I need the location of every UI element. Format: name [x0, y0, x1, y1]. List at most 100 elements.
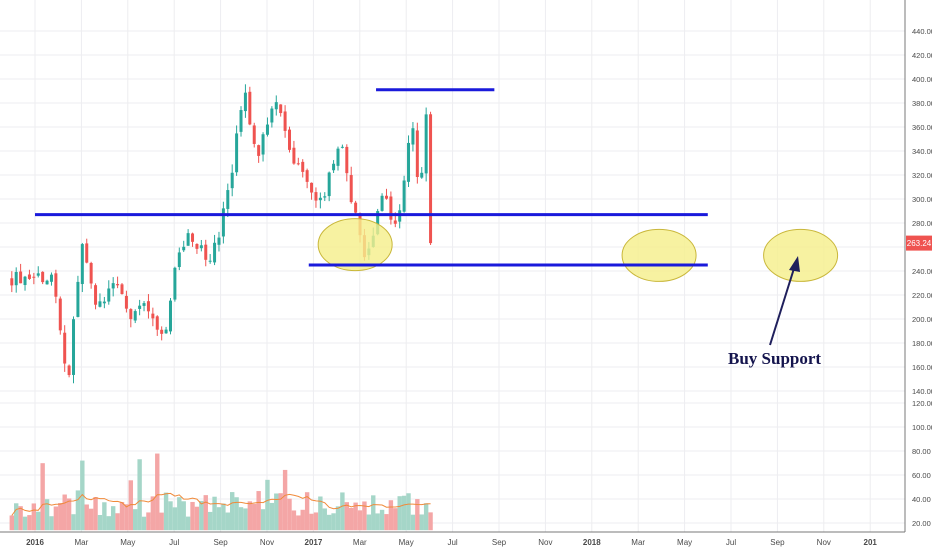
volume-bar	[344, 502, 350, 531]
volume-bar	[84, 504, 89, 531]
y-axis-tick-label: 440.00	[912, 27, 932, 36]
support-highlight-ellipse	[763, 228, 839, 282]
y-axis-tick-label: 420.00	[912, 51, 932, 60]
volume-bar	[388, 500, 394, 531]
price-candle-body	[318, 197, 322, 201]
level-lines	[35, 88, 708, 267]
volume-bar	[349, 507, 354, 531]
price-candle-body	[243, 92, 247, 112]
price-candle-body	[323, 196, 327, 198]
x-axis-tick-label: 201	[864, 538, 878, 547]
volume-bar	[379, 509, 385, 531]
volume-bar	[124, 504, 129, 531]
y-axis-background	[905, 0, 932, 532]
price-candle-body	[94, 285, 98, 305]
price-candle-body	[429, 114, 433, 244]
price-candle-body	[67, 365, 71, 376]
volume-bar	[66, 498, 72, 531]
volume-bar	[296, 515, 301, 531]
volume-bar	[80, 460, 85, 531]
price-candle-body	[393, 220, 397, 224]
volume-bar	[230, 492, 235, 531]
price-candle-body	[411, 128, 415, 145]
y-axis-tick-label: 120.00	[912, 399, 932, 408]
volume-bar	[49, 516, 54, 531]
price-candle-body	[310, 182, 314, 193]
volume-bar	[252, 503, 257, 531]
price-candle-body	[380, 195, 384, 211]
price-candle-body	[111, 283, 115, 289]
volume-bar	[44, 499, 50, 531]
price-candle-body	[133, 311, 137, 321]
y-axis-tick-label: 60.00	[912, 471, 931, 480]
y-axis-tick-label: 180.00	[912, 339, 932, 348]
volume-bar	[397, 496, 402, 531]
volume-bar	[58, 502, 63, 531]
volume-bar	[199, 500, 204, 531]
annotation-buy-support: Buy Support	[728, 349, 821, 368]
volume-bar	[304, 492, 310, 531]
price-candle-body	[116, 284, 120, 286]
volume-bar	[75, 490, 81, 531]
volume-bar	[247, 501, 253, 531]
y-axis-tick-label: 380.00	[912, 99, 932, 108]
y-axis-tick-label: 160.00	[912, 363, 932, 372]
volume-bar	[322, 508, 327, 531]
volume-bar	[326, 514, 332, 531]
price-candle-body	[186, 233, 190, 246]
volume-bar	[419, 514, 424, 531]
price-candle-body	[235, 133, 239, 173]
volume-bar	[185, 516, 191, 531]
volume-bar	[423, 503, 429, 531]
volume-bar	[146, 512, 151, 531]
volume-bar	[357, 510, 363, 531]
volume-bar	[203, 495, 208, 531]
price-candle-body	[191, 233, 195, 242]
volume-bar	[375, 513, 380, 531]
price-candle-body	[270, 108, 274, 123]
volume-bar	[353, 502, 358, 531]
price-candle-body	[340, 146, 344, 148]
price-candle-body	[27, 274, 31, 279]
volume-bar	[309, 513, 314, 531]
volume-bar	[155, 453, 160, 531]
price-candle-body	[239, 110, 243, 132]
volume-bar	[190, 501, 195, 531]
y-axis-tick-label: 100.00	[912, 423, 932, 432]
volume-bar	[282, 469, 288, 531]
price-candle-body	[292, 147, 296, 164]
volume-bar	[40, 463, 45, 531]
price-candle-body	[146, 301, 150, 312]
price-candle-body	[120, 284, 124, 294]
price-candle-body	[327, 172, 331, 197]
volume-bar	[393, 508, 398, 531]
price-candle-body	[85, 243, 89, 263]
volume-bar	[36, 511, 41, 531]
support-highlight-ellipse	[621, 228, 697, 282]
last-price-label: 263.24	[907, 239, 932, 248]
price-candle-body	[402, 180, 406, 212]
volume-bar	[300, 509, 305, 531]
price-candle-body	[345, 146, 349, 174]
volume-bar	[366, 514, 372, 531]
y-axis-tick-label: 40.00	[912, 495, 931, 504]
y-axis-tick-label: 400.00	[912, 75, 932, 84]
y-axis-tick-label: 320.00	[912, 171, 932, 180]
volume-bar	[194, 506, 200, 531]
price-candle-body	[204, 244, 208, 260]
price-candle-body	[160, 329, 164, 334]
x-axis-background	[0, 532, 932, 550]
price-candle-body	[217, 237, 221, 245]
price-candle-body	[354, 202, 358, 213]
price-candle-body	[151, 313, 155, 319]
x-axis-tick-label: Nov	[817, 538, 831, 547]
volume-bar	[313, 512, 319, 531]
price-candle-body	[58, 298, 62, 331]
volume-bar	[269, 502, 275, 531]
x-axis-tick-label: Jul	[169, 538, 179, 547]
volume-bar	[340, 492, 345, 531]
price-candle-body	[32, 276, 36, 278]
price-candle-body	[279, 104, 283, 114]
volume-bar	[256, 491, 261, 531]
